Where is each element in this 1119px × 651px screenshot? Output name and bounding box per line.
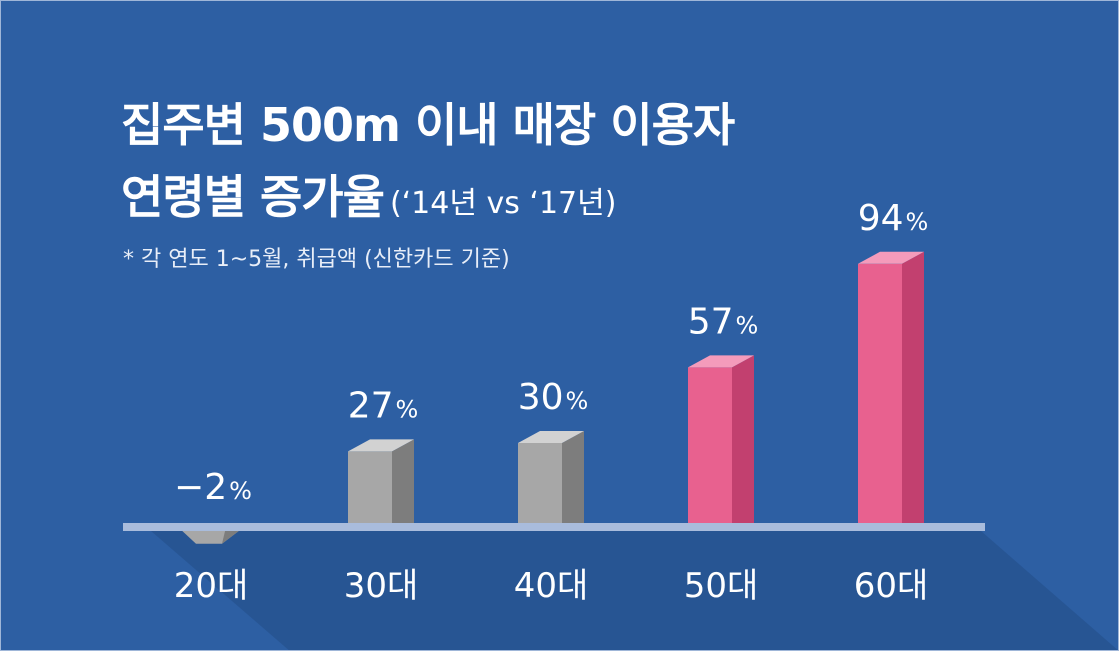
bar-30-front: [348, 451, 392, 527]
chart-title-line-1: 집주변 500m 이내 매장 이용자: [121, 98, 735, 152]
chart-footnote: * 각 연도 1~5월, 취급액 (신한카드 기준): [123, 247, 510, 272]
category-label-60: 60대: [854, 566, 929, 606]
bar-50-front: [688, 367, 732, 527]
value-number: 94: [858, 198, 904, 239]
category-label-40: 40대: [514, 566, 589, 606]
bar-40-front: [518, 443, 562, 527]
value-number: 57: [688, 301, 734, 342]
category-label-50: 50대: [684, 566, 759, 606]
bar-40-side: [562, 431, 584, 527]
baseline: [123, 523, 985, 531]
value-number: 30: [518, 377, 564, 418]
bar-40: [518, 431, 584, 527]
chart-title-main: 연령별 증가율: [121, 170, 385, 224]
value-label-50: 57%: [688, 301, 759, 342]
bar-20-side: [222, 527, 244, 544]
value-label-30: 27%: [348, 385, 419, 426]
bar-30: [348, 439, 414, 527]
bar-60-top: [858, 251, 924, 264]
value-unit: %: [736, 311, 759, 339]
bar-60-front: [858, 263, 902, 527]
value-number: 27: [348, 385, 394, 426]
bar-60: [858, 251, 924, 528]
value-unit: %: [396, 395, 419, 423]
value-label-20: −2%: [174, 467, 252, 508]
category-label-20: 20대: [174, 566, 249, 606]
category-label-30: 30대: [344, 566, 419, 606]
bar-60-side: [902, 251, 924, 528]
value-label-40: 30%: [518, 377, 589, 418]
value-unit: %: [229, 477, 252, 505]
chart-title-line-2: 연령별 증가율 (‘14년 vs ‘17년): [121, 161, 616, 227]
bar-50-top: [688, 355, 754, 368]
bar-50-side: [732, 355, 754, 527]
bar-40-top: [518, 431, 584, 443]
bar-50: [688, 355, 754, 527]
chart-subtitle: (‘14년 vs ‘17년): [389, 186, 617, 221]
value-label-60: 94%: [858, 198, 929, 239]
bar-30-side: [392, 439, 414, 527]
baseline-shadow: [151, 531, 1118, 650]
value-unit: %: [566, 387, 589, 415]
value-number: −2: [174, 467, 227, 508]
value-unit: %: [906, 208, 929, 236]
bar-30-top: [348, 439, 414, 452]
